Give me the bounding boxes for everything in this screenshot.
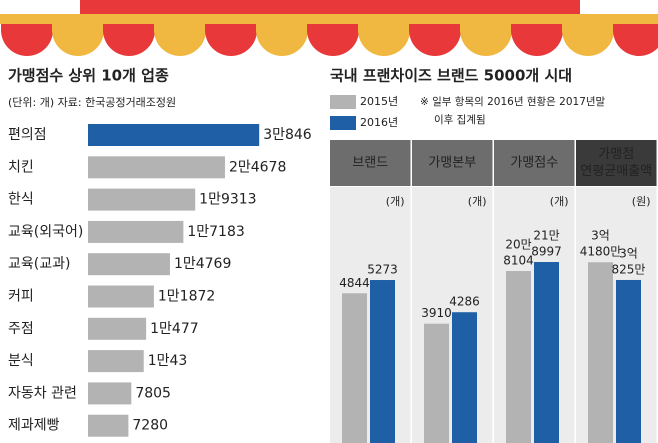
note: 이후 집계됨 [434,114,486,126]
awning-scallop [409,20,461,56]
unit-label: (원) [632,195,651,208]
bar [88,124,260,146]
awning-band [0,14,658,24]
value-label: 1만4769 [174,256,231,272]
panel-label: 가맹점 [598,147,634,162]
value-label: 3억 [619,246,638,260]
legend-swatch [330,116,356,130]
awning-scallop [460,20,512,56]
value-label: 1만477 [150,321,199,337]
awning-scallop [103,20,155,56]
awning-scallop [562,20,614,56]
value-label: 7805 [135,385,171,401]
awning-scallop [256,20,308,56]
value-label: 21만 [533,229,559,243]
right-title: 국내 프랜차이즈 브랜드 5000개 시대 [330,67,572,85]
value-label: 1만1872 [158,289,215,305]
bar [88,350,144,373]
value-label: 8997 [531,245,562,259]
category-label: 한식 [8,192,34,208]
bar [452,312,477,443]
value-label: 3억 [591,229,610,243]
category-label: 편의점 [8,127,47,143]
value-label: 1만43 [148,353,188,369]
awning-scallop [1,20,53,56]
value-label: 7280 [132,418,168,434]
value-label: 825만 [612,262,646,276]
panel-header [412,140,493,186]
awning-scallop [358,20,410,56]
awning-scallop [307,20,359,56]
value-label: 3만846 [263,127,312,143]
awning-scallop [511,20,563,56]
value-label: 2만4678 [229,159,286,175]
category-label: 제과제빵 [8,418,60,434]
value-label: 1만7183 [187,224,244,240]
left-title: 가맹점수 상위 10개 업종 [8,67,169,85]
panel-header [576,140,657,186]
panel-label: 브랜드 [352,156,388,171]
panel-label: 가맹본부 [428,156,476,171]
panel-header [494,140,575,186]
awning-scallop [52,20,104,56]
bar [88,414,129,437]
bar [588,262,613,443]
bar [88,285,154,308]
panel-label: 연평균매출액 [580,164,652,179]
bar [342,293,367,443]
unit-label: (개) [550,195,569,208]
legend-swatch [330,95,356,109]
value-label: 4180만 [580,245,622,259]
note: ※ 일부 항목의 2016년 현황은 2017년말 [420,95,606,108]
category-label: 자동차 관련 [8,385,77,401]
bar [88,317,147,340]
bar [370,280,395,443]
bar [88,382,132,405]
value-label: 8104 [503,254,534,268]
bar [88,253,170,276]
bar [534,262,559,443]
value-label: 5273 [367,263,398,277]
value-label: 3910 [421,306,452,320]
awning-scallop [154,20,206,56]
value-label: 20만 [505,238,531,252]
awning-top [80,0,580,14]
bar [88,156,225,179]
category-label: 교육(교과) [8,256,70,272]
category-label: 분식 [8,353,34,369]
value-label: 4286 [449,295,480,309]
bar [88,220,184,243]
bar [88,188,196,211]
unit-label: (개) [386,195,405,208]
value-label: 1만9313 [199,192,256,208]
value-label: 4844 [339,276,370,290]
awning-scallop [613,20,658,56]
panel-header [330,140,411,186]
legend-label: 2016년 [360,116,398,129]
left-subtitle: (단위: 개) 자료: 한국공정거래조정원 [8,96,176,109]
category-label: 교육(외국어) [8,224,83,240]
bar [424,323,449,443]
category-label: 커피 [8,289,34,305]
category-label: 치킨 [8,159,34,175]
legend-label: 2015년 [360,95,398,108]
bar [506,271,531,443]
awning-scallop [205,20,257,56]
unit-label: (개) [468,195,487,208]
panel-label: 가맹점수 [510,156,558,171]
category-label: 주점 [8,321,34,337]
bar [616,279,641,443]
